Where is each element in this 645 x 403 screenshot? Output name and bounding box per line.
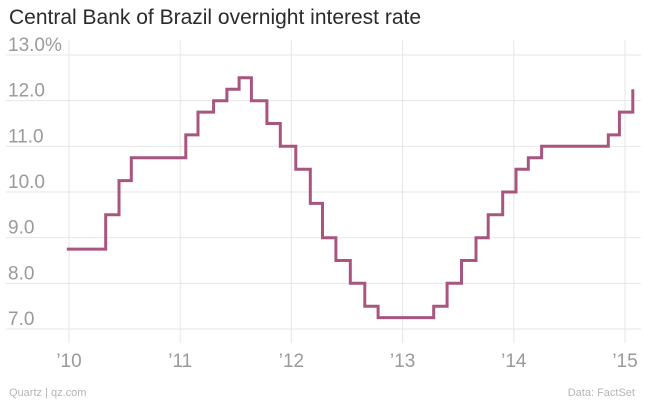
- y-axis-labels: 13.0% 12.0 11.0 10.0 9.0 8.0 7.0: [8, 35, 62, 330]
- gridlines: [6, 40, 641, 343]
- x-tick-label: ’10: [56, 351, 81, 372]
- y-tick-label: 10.0: [8, 172, 45, 193]
- x-tick-label: ’14: [501, 351, 527, 372]
- y-tick-label: 7.0: [8, 309, 34, 330]
- footer-source: Data: FactSet: [567, 387, 635, 399]
- x-axis-labels: ’10 ’11 ’12 ’13 ’14 ’15: [56, 351, 637, 372]
- x-tick-label: ’15: [612, 351, 637, 372]
- x-tick-label: ’12: [279, 351, 304, 372]
- footer-credit: Quartz | qz.com: [9, 387, 87, 399]
- y-tick-label: 13.0%: [8, 35, 62, 56]
- rate-step-line: [66, 76, 635, 320]
- y-tick-label: 11.0: [8, 126, 44, 147]
- chart-title: Central Bank of Brazil overnight interes…: [9, 6, 422, 29]
- y-tick-label: 9.0: [8, 218, 34, 239]
- y-tick-label: 8.0: [8, 263, 34, 284]
- y-tick-label: 12.0: [8, 81, 45, 102]
- x-tick-label: ’11: [168, 351, 192, 372]
- x-tick-label: ’13: [390, 351, 415, 372]
